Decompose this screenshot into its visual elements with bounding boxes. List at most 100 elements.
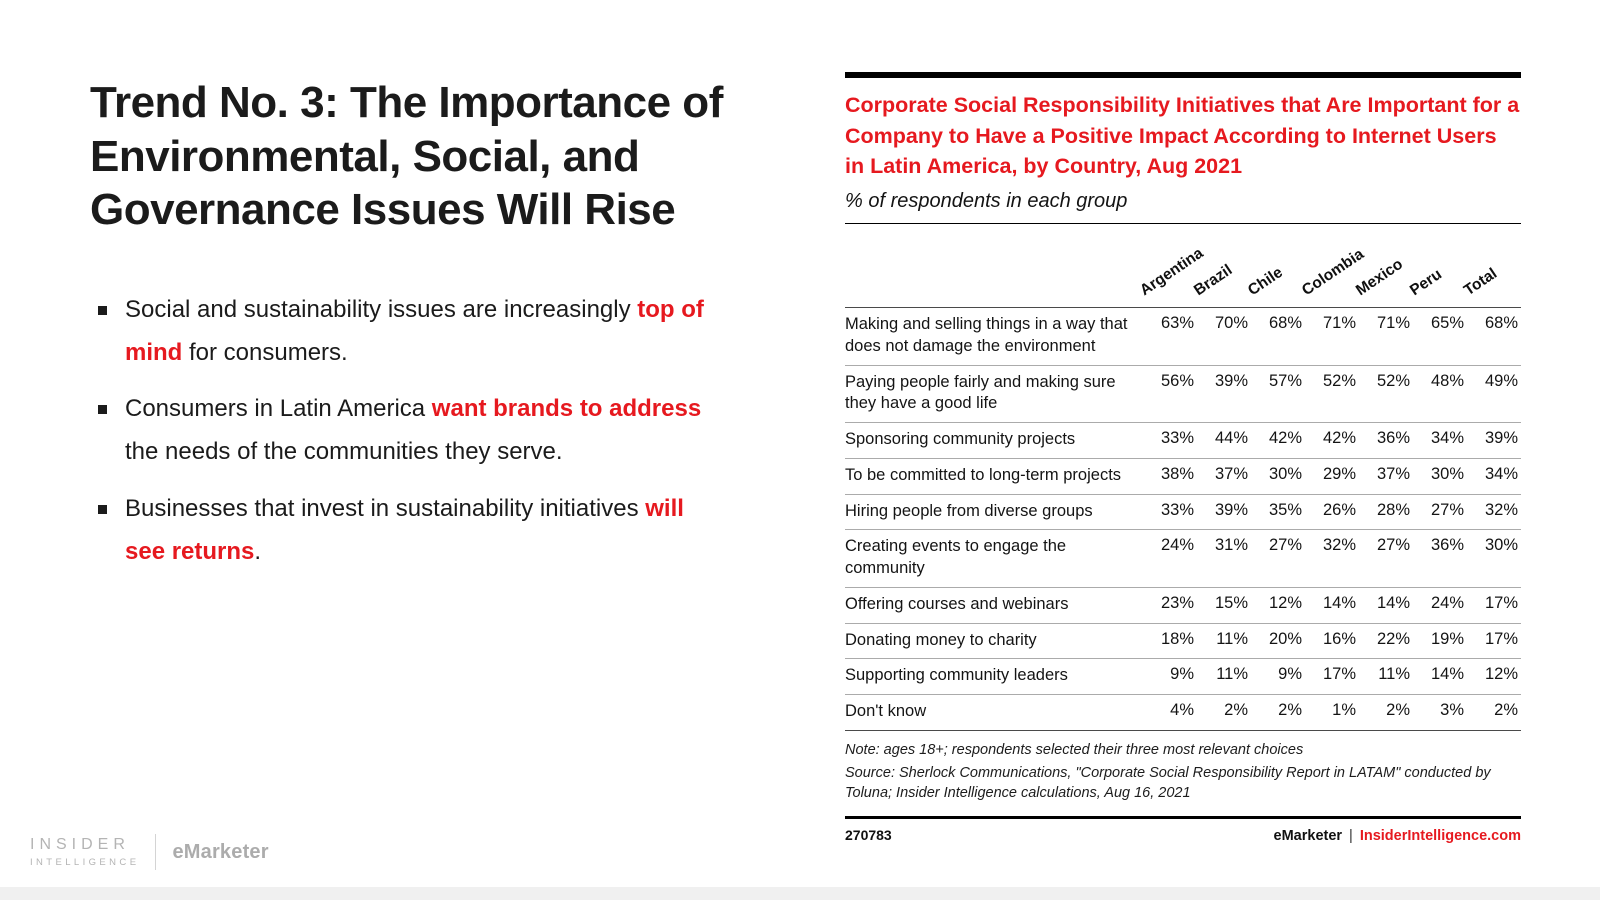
value-cell: 33% bbox=[1160, 500, 1194, 519]
value-cell: 52% bbox=[1376, 371, 1410, 390]
value-cell: 24% bbox=[1160, 536, 1194, 555]
value-cell: 34% bbox=[1430, 429, 1464, 448]
bullet-marker bbox=[98, 405, 107, 415]
value-cell: 19% bbox=[1430, 629, 1464, 648]
value-cell: 71% bbox=[1376, 314, 1410, 333]
value-cell: 11% bbox=[1216, 665, 1248, 684]
value-cell: 12% bbox=[1268, 593, 1302, 612]
value-cell: 11% bbox=[1378, 665, 1410, 684]
row-label: Creating events to engage the community bbox=[845, 537, 1067, 578]
bullet-text-highlight: want brands to address bbox=[431, 395, 702, 423]
value-cell: 30% bbox=[1484, 536, 1518, 555]
footer-divider: | bbox=[1349, 827, 1353, 844]
chart-title: Corporate Social Responsibility Initiati… bbox=[845, 93, 1520, 179]
insiderintelligence-url: InsiderIntelligence.com bbox=[1359, 827, 1521, 844]
bullet-text-post: the needs of the communities they serve. bbox=[125, 438, 563, 466]
value-cell: 48% bbox=[1430, 371, 1464, 390]
bullet-text: Businesses that invest in sustainability… bbox=[125, 488, 715, 573]
value-cell: 2% bbox=[1494, 701, 1518, 720]
table-row: Donating money to charity 18% 11% 20% 16% 22%… bbox=[845, 623, 1521, 659]
table-row: Paying people fairly and making sure the… bbox=[845, 365, 1521, 423]
table-row: Hiring people from diverse groups 33% 39% 3… bbox=[845, 494, 1521, 530]
value-cell: 14% bbox=[1322, 593, 1356, 612]
value-cell: 32% bbox=[1322, 536, 1356, 555]
value-cell: 9% bbox=[1170, 665, 1194, 684]
bullet-text-highlight: top of mind bbox=[125, 296, 704, 366]
value-cell: 49% bbox=[1484, 371, 1518, 390]
value-cell: 70% bbox=[1214, 314, 1248, 333]
table-row: To be committed to long-term projects 38%… bbox=[845, 458, 1521, 495]
row-label: Making and selling things in a way that … bbox=[845, 315, 1128, 355]
value-cell: 18% bbox=[1160, 629, 1194, 648]
value-cell: 39% bbox=[1214, 371, 1248, 390]
value-cell: 4% bbox=[1170, 701, 1194, 720]
bullet-marker bbox=[98, 306, 107, 316]
bullet-text-pre: Businesses that invest in sustainability… bbox=[125, 494, 646, 522]
emarketer-chart-panel: Corporate Social Responsibility Initiati… bbox=[845, 72, 1521, 844]
value-cell: 68% bbox=[1484, 314, 1518, 333]
value-cell: 17% bbox=[1484, 593, 1518, 612]
value-cell: 42% bbox=[1268, 429, 1302, 448]
value-cell: 36% bbox=[1430, 536, 1464, 555]
value-cell: 9% bbox=[1278, 665, 1302, 684]
value-cell: 15% bbox=[1214, 593, 1248, 612]
chart-footer: 270783 eMarketer | InsiderIntelligence.com bbox=[845, 815, 1521, 844]
value-cell: 3% bbox=[1440, 701, 1464, 720]
value-cell: 71% bbox=[1322, 314, 1356, 333]
emarketer-logo: eMarketer bbox=[172, 840, 269, 863]
value-cell: 32% bbox=[1484, 500, 1518, 519]
value-cell: 28% bbox=[1376, 500, 1410, 519]
value-cell: 37% bbox=[1214, 464, 1248, 483]
bullet-item: Social and sustainability issues are inc… bbox=[90, 289, 715, 374]
insider-logo-line1: INSIDER bbox=[30, 836, 130, 853]
value-cell: 30% bbox=[1430, 464, 1464, 483]
column-header-colombia: Colombia bbox=[1298, 245, 1367, 300]
row-label: Sponsoring community projects bbox=[845, 430, 1076, 449]
value-cell: 1% bbox=[1332, 701, 1356, 720]
value-cell: 44% bbox=[1214, 429, 1248, 448]
value-cell: 38% bbox=[1160, 464, 1194, 483]
row-label: Donating money to charity bbox=[845, 630, 1037, 649]
value-cell: 29% bbox=[1322, 464, 1356, 483]
value-cell: 42% bbox=[1322, 429, 1356, 448]
bullet-text-post: . bbox=[254, 537, 262, 565]
value-cell: 17% bbox=[1484, 629, 1518, 648]
corner-cell bbox=[845, 224, 1143, 308]
value-cell: 14% bbox=[1430, 665, 1464, 684]
bullet-text-pre: Social and sustainability issues are inc… bbox=[125, 296, 638, 324]
value-cell: 35% bbox=[1268, 500, 1302, 519]
chart-source: Source: Sherlock Communications, "Corpor… bbox=[845, 764, 1491, 802]
value-cell: 23% bbox=[1160, 593, 1194, 612]
insider-intelligence-logo: INSIDER INTELLIGENCE bbox=[30, 836, 139, 868]
value-cell: 65% bbox=[1430, 314, 1464, 333]
bullet-item: Businesses that invest in sustainability… bbox=[90, 488, 715, 573]
value-cell: 11% bbox=[1216, 629, 1248, 648]
value-cell: 57% bbox=[1268, 371, 1302, 390]
value-cell: 39% bbox=[1214, 500, 1248, 519]
value-cell: 12% bbox=[1484, 665, 1518, 684]
chart-note: Note: ages 18+; respondents selected the… bbox=[845, 742, 1304, 758]
value-cell: 68% bbox=[1268, 314, 1302, 333]
value-cell: 16% bbox=[1322, 629, 1356, 648]
value-cell: 36% bbox=[1376, 429, 1410, 448]
table-row: Supporting community leaders 9% 11% 9% 17% 11… bbox=[845, 659, 1521, 695]
chart-subtitle: % of respondents in each group bbox=[845, 190, 1521, 224]
row-label: Don't know bbox=[845, 702, 927, 721]
value-cell: 27% bbox=[1376, 536, 1410, 555]
value-cell: 27% bbox=[1268, 536, 1302, 555]
value-cell: 2% bbox=[1224, 701, 1248, 720]
column-header-chile: Chile bbox=[1244, 263, 1286, 300]
value-cell: 37% bbox=[1376, 464, 1410, 483]
column-header-total: Total bbox=[1460, 265, 1501, 300]
table-row: Making and selling things in a way that … bbox=[845, 308, 1521, 366]
value-cell: 39% bbox=[1484, 429, 1518, 448]
value-cell: 20% bbox=[1268, 629, 1302, 648]
row-label: Hiring people from diverse groups bbox=[845, 501, 1093, 520]
value-cell: 2% bbox=[1278, 701, 1302, 720]
column-header-brazil: Brazil bbox=[1190, 261, 1236, 300]
brand-divider bbox=[155, 834, 157, 870]
bullet-text-post: for consumers. bbox=[182, 338, 348, 366]
chart-footer-brandline: eMarketer | InsiderIntelligence.com bbox=[1274, 828, 1521, 844]
row-label: Offering courses and webinars bbox=[845, 594, 1069, 613]
